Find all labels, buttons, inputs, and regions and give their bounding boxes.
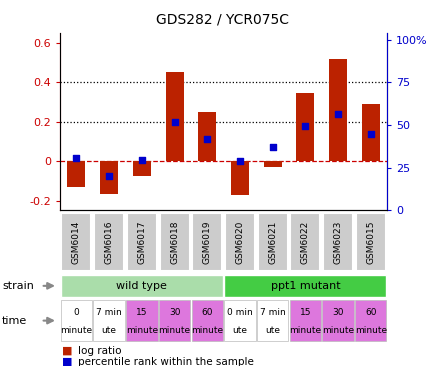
Text: ute: ute	[232, 326, 247, 335]
Bar	[264, 161, 282, 167]
Bar	[231, 161, 249, 195]
Text: GSM6015: GSM6015	[366, 220, 375, 264]
Text: minute: minute	[355, 326, 387, 335]
Point	[236, 158, 243, 164]
Point	[335, 111, 342, 117]
Point	[73, 156, 80, 161]
Text: minute: minute	[158, 326, 190, 335]
Text: GDS282 / YCR075C: GDS282 / YCR075C	[156, 13, 289, 27]
Text: minute: minute	[61, 326, 93, 335]
Text: 0 min: 0 min	[227, 308, 253, 317]
Bar	[290, 213, 320, 271]
Text: log ratio: log ratio	[78, 346, 121, 356]
Bar	[127, 213, 157, 271]
Text: 15: 15	[136, 308, 148, 317]
Point	[171, 119, 178, 125]
Bar	[225, 213, 255, 271]
Text: 15: 15	[299, 308, 311, 317]
Bar	[224, 300, 256, 341]
Bar	[61, 213, 92, 271]
Text: GSM6017: GSM6017	[138, 220, 146, 264]
Bar	[356, 213, 386, 271]
Bar	[191, 300, 223, 341]
Text: ute: ute	[101, 326, 117, 335]
Text: 7 min: 7 min	[96, 308, 122, 317]
Bar	[323, 213, 353, 271]
Bar	[258, 213, 288, 271]
Bar	[257, 300, 288, 341]
Point	[105, 173, 113, 179]
Text: GSM6019: GSM6019	[203, 220, 212, 264]
Bar	[355, 300, 387, 341]
Bar	[61, 274, 223, 297]
Text: GSM6018: GSM6018	[170, 220, 179, 264]
Bar	[94, 213, 124, 271]
Point	[204, 136, 211, 142]
Text: wild type: wild type	[117, 281, 167, 291]
Text: minute: minute	[289, 326, 321, 335]
Point	[269, 144, 276, 150]
Text: GSM6020: GSM6020	[235, 220, 244, 264]
Text: percentile rank within the sample: percentile rank within the sample	[78, 356, 254, 366]
Bar	[192, 213, 222, 271]
Bar	[133, 161, 151, 176]
Text: minute: minute	[191, 326, 223, 335]
Text: 60: 60	[365, 308, 376, 317]
Bar	[224, 274, 387, 297]
Bar	[322, 300, 354, 341]
Text: 0: 0	[73, 308, 79, 317]
Text: strain: strain	[2, 281, 34, 291]
Text: GSM6021: GSM6021	[268, 220, 277, 264]
Text: GSM6014: GSM6014	[72, 220, 81, 264]
Bar	[329, 59, 347, 161]
Bar	[296, 93, 314, 161]
Bar	[61, 300, 92, 341]
Text: ute: ute	[265, 326, 280, 335]
Text: minute: minute	[126, 326, 158, 335]
Bar	[159, 213, 190, 271]
Bar	[126, 300, 158, 341]
Bar	[159, 300, 190, 341]
Bar	[93, 300, 125, 341]
Point	[302, 123, 309, 129]
Bar	[100, 161, 118, 194]
Text: 7 min: 7 min	[260, 308, 286, 317]
Bar	[166, 72, 183, 161]
Text: ■: ■	[62, 356, 73, 366]
Text: minute: minute	[322, 326, 354, 335]
Text: ■: ■	[62, 346, 73, 356]
Text: GSM6022: GSM6022	[301, 220, 310, 264]
Text: 30: 30	[332, 308, 344, 317]
Bar	[198, 112, 216, 161]
Text: time: time	[2, 315, 28, 326]
Point	[367, 131, 374, 137]
Text: 60: 60	[202, 308, 213, 317]
Text: ppt1 mutant: ppt1 mutant	[271, 281, 340, 291]
Text: GSM6023: GSM6023	[334, 220, 343, 264]
Bar	[68, 161, 85, 187]
Bar	[290, 300, 321, 341]
Text: GSM6016: GSM6016	[105, 220, 113, 264]
Bar	[362, 104, 380, 161]
Text: 30: 30	[169, 308, 180, 317]
Point	[138, 157, 146, 163]
